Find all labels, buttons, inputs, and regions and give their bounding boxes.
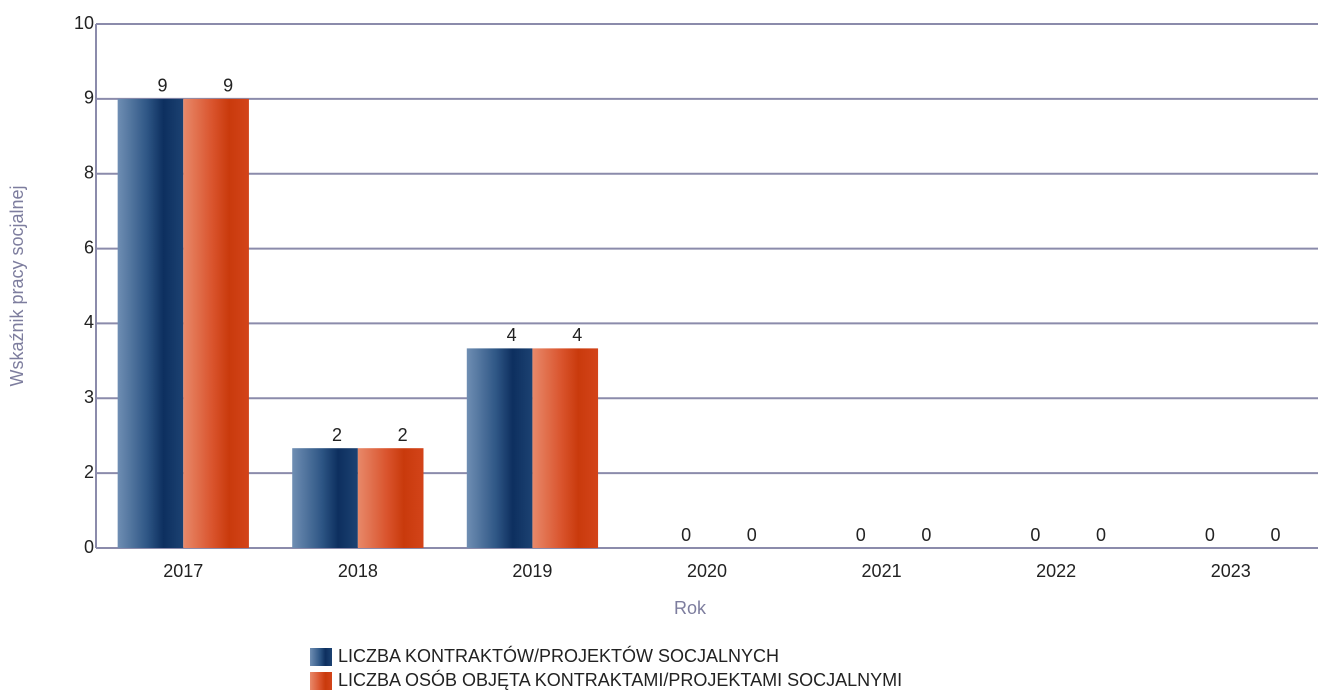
bar <box>466 348 533 548</box>
bar <box>183 98 249 548</box>
data-label: 0 <box>856 525 866 545</box>
data-label: 0 <box>747 525 757 545</box>
data-label: 0 <box>1205 525 1215 545</box>
data-label: 4 <box>572 325 582 345</box>
legend-label: LICZBA KONTRAKTÓW/PROJEKTÓW SOCJALNYCH <box>338 645 779 666</box>
y-tick-label: 3 <box>84 387 94 407</box>
x-tick-label: 2021 <box>862 561 902 581</box>
data-label: 4 <box>507 325 517 345</box>
x-tick-label: 2022 <box>1036 561 1076 581</box>
y-tick-label: 2 <box>84 462 94 482</box>
legend-swatch <box>310 648 332 666</box>
data-label: 2 <box>332 425 342 445</box>
y-tick-label: 4 <box>84 312 94 332</box>
bar <box>117 98 184 548</box>
x-tick-label: 2019 <box>512 561 552 581</box>
y-tick-label: 8 <box>84 162 94 182</box>
x-tick-label: 2020 <box>687 561 727 581</box>
data-label: 0 <box>681 525 691 545</box>
y-tick-label: 9 <box>84 88 94 108</box>
bar <box>292 448 358 548</box>
data-label: 0 <box>1271 525 1281 545</box>
data-label: 0 <box>1096 525 1106 545</box>
data-label: 2 <box>398 425 408 445</box>
bar <box>357 448 424 548</box>
x-tick-label: 2017 <box>163 561 203 581</box>
y-axis-label: Wskaźnik pracy socjalnej <box>7 185 27 386</box>
data-label: 9 <box>223 76 233 96</box>
data-label: 0 <box>1030 525 1040 545</box>
data-label: 0 <box>921 525 931 545</box>
y-tick-label: 0 <box>84 537 94 557</box>
legend-label: LICZBA OSÓB OBJĘTA KONTRAKTAMI/PROJEKTAM… <box>338 669 902 690</box>
x-tick-label: 2018 <box>338 561 378 581</box>
x-tick-label: 2023 <box>1211 561 1251 581</box>
y-tick-label: 10 <box>74 13 94 33</box>
x-axis-label: Rok <box>674 598 707 618</box>
bar <box>532 348 599 548</box>
legend-swatch <box>310 672 332 690</box>
y-tick-label: 6 <box>84 237 94 257</box>
data-label: 9 <box>157 76 167 96</box>
